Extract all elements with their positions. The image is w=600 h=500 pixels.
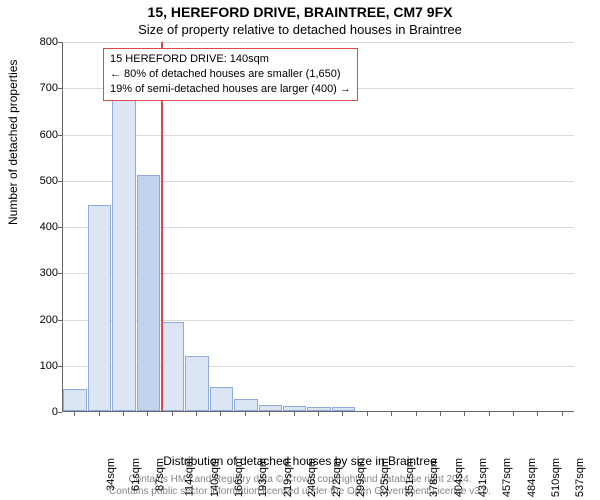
x-tick-mark [172, 412, 173, 416]
y-tick-label: 400 [22, 221, 58, 233]
x-tick-label: 431sqm [477, 458, 489, 497]
histogram-bar [332, 407, 355, 411]
histogram-bar [210, 387, 233, 411]
y-tick-mark [58, 227, 62, 228]
x-tick-mark [74, 412, 75, 416]
y-axis-title: Number of detached properties [6, 60, 20, 225]
histogram-bar [283, 406, 306, 411]
annotation-box: 15 HEREFORD DRIVE: 140sqm ← 80% of detac… [103, 48, 358, 101]
x-tick-mark [489, 412, 490, 416]
x-tick-label: 219sqm [282, 458, 294, 497]
x-tick-label: 510sqm [550, 458, 562, 497]
x-tick-mark [147, 412, 148, 416]
gridline [63, 42, 574, 43]
annotation-line2: ← 80% of detached houses are smaller (1,… [110, 67, 351, 82]
histogram-bar [137, 175, 160, 411]
x-tick-mark [391, 412, 392, 416]
histogram-bar [307, 407, 330, 411]
x-tick-mark [123, 412, 124, 416]
y-tick-mark [58, 366, 62, 367]
x-tick-mark [294, 412, 295, 416]
y-tick-mark [58, 42, 62, 43]
y-tick-label: 700 [22, 82, 58, 94]
x-tick-label: 140sqm [209, 458, 221, 497]
histogram-bar [234, 399, 257, 411]
x-tick-label: 193sqm [258, 458, 270, 497]
x-tick-label: 325sqm [380, 458, 392, 497]
annotation-line1: 15 HEREFORD DRIVE: 140sqm [110, 52, 351, 67]
annotation-line3: 19% of semi-detached houses are larger (… [110, 82, 351, 97]
x-tick-label: 34sqm [105, 458, 117, 491]
x-tick-mark [245, 412, 246, 416]
y-tick-label: 200 [22, 314, 58, 326]
y-tick-mark [58, 273, 62, 274]
histogram-bar [88, 205, 111, 411]
x-tick-mark [318, 412, 319, 416]
x-tick-label: 61sqm [130, 458, 142, 491]
x-tick-label: 166sqm [233, 458, 245, 497]
y-tick-label: 600 [22, 129, 58, 141]
x-tick-label: 457sqm [501, 458, 513, 497]
x-tick-label: 87sqm [154, 458, 166, 491]
y-tick-mark [58, 412, 62, 413]
gridline [63, 135, 574, 136]
x-tick-mark [220, 412, 221, 416]
histogram-bar [112, 94, 135, 411]
x-tick-mark [464, 412, 465, 416]
y-tick-label: 100 [22, 360, 58, 372]
x-tick-label: 299sqm [355, 458, 367, 497]
chart-subtitle: Size of property relative to detached ho… [0, 20, 600, 37]
y-tick-label: 800 [22, 36, 58, 48]
x-tick-mark [416, 412, 417, 416]
y-tick-mark [58, 88, 62, 89]
y-tick-label: 500 [22, 175, 58, 187]
x-tick-mark [99, 412, 100, 416]
y-tick-label: 0 [22, 406, 58, 418]
x-tick-mark [537, 412, 538, 416]
y-tick-mark [58, 320, 62, 321]
x-tick-label: 378sqm [428, 458, 440, 497]
x-tick-label: 351sqm [404, 458, 416, 497]
plot-area: 15 HEREFORD DRIVE: 140sqm ← 80% of detac… [62, 42, 574, 412]
histogram-bar [185, 356, 208, 412]
x-tick-mark [562, 412, 563, 416]
chart-container: 15, HEREFORD DRIVE, BRAINTREE, CM7 9FX S… [0, 0, 600, 500]
y-tick-mark [58, 181, 62, 182]
histogram-bar [63, 389, 86, 411]
x-tick-mark [269, 412, 270, 416]
y-tick-mark [58, 135, 62, 136]
x-tick-mark [440, 412, 441, 416]
x-tick-label: 537sqm [575, 458, 587, 497]
x-tick-label: 246sqm [306, 458, 318, 497]
histogram-bar [259, 405, 282, 411]
y-tick-label: 300 [22, 267, 58, 279]
x-tick-label: 272sqm [331, 458, 343, 497]
x-tick-label: 114sqm [184, 458, 196, 496]
x-tick-mark [342, 412, 343, 416]
x-tick-label: 484sqm [526, 458, 538, 497]
x-tick-mark [196, 412, 197, 416]
x-tick-mark [513, 412, 514, 416]
histogram-bar [161, 322, 184, 411]
chart-title-address: 15, HEREFORD DRIVE, BRAINTREE, CM7 9FX [0, 0, 600, 20]
x-tick-label: 404sqm [453, 458, 465, 497]
x-tick-mark [367, 412, 368, 416]
